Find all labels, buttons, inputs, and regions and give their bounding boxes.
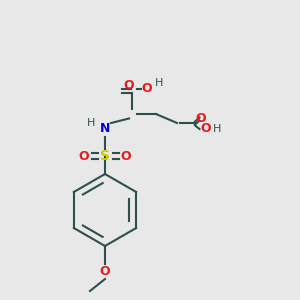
Text: O: O [200,122,211,136]
Text: O: O [100,265,110,278]
Text: O: O [124,79,134,92]
Text: O: O [142,82,152,95]
Text: O: O [79,149,89,163]
Text: H: H [155,77,163,88]
Text: N: N [100,122,110,136]
Text: O: O [196,112,206,125]
Text: S: S [100,149,110,163]
Text: O: O [121,149,131,163]
Text: H: H [87,118,96,128]
Text: H: H [213,124,222,134]
